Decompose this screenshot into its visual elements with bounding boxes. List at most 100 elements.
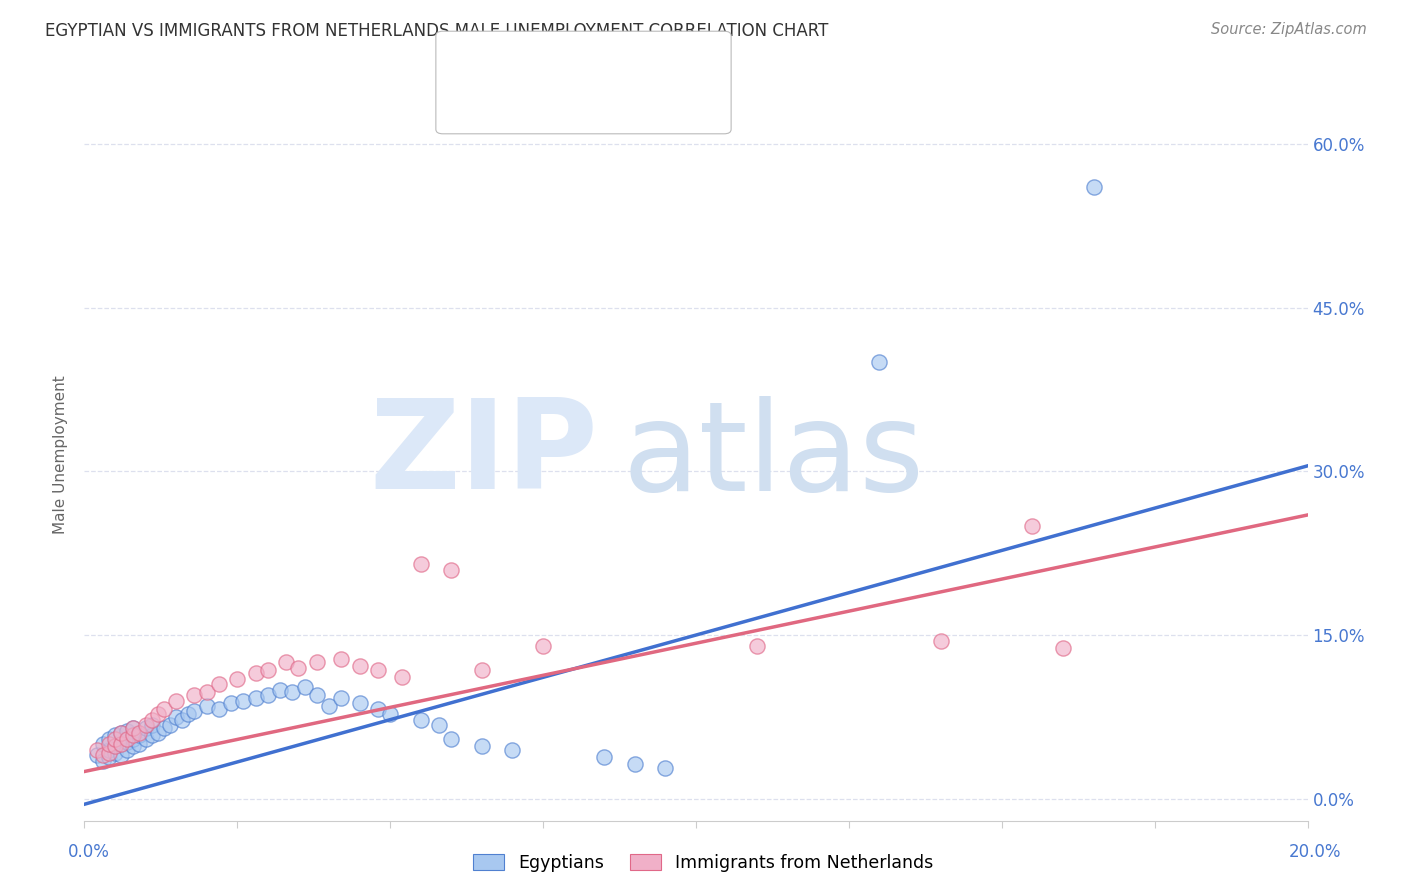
Point — [122, 721, 145, 735]
Point — [440, 563, 463, 577]
Point — [305, 688, 328, 702]
Point — [391, 669, 413, 683]
Point — [195, 685, 218, 699]
Point — [531, 639, 554, 653]
Point — [122, 739, 145, 754]
Point — [349, 696, 371, 710]
Point — [135, 731, 157, 746]
Point — [1083, 180, 1105, 194]
Point — [153, 702, 176, 716]
Point — [869, 355, 891, 369]
Point — [86, 742, 108, 756]
Point — [219, 696, 242, 710]
Point — [195, 698, 218, 713]
Point — [318, 698, 340, 713]
Point — [367, 663, 389, 677]
Point — [115, 731, 138, 746]
Point — [471, 663, 494, 677]
Text: EGYPTIAN VS IMMIGRANTS FROM NETHERLANDS MALE UNEMPLOYMENT CORRELATION CHART: EGYPTIAN VS IMMIGRANTS FROM NETHERLANDS … — [45, 22, 828, 40]
Point — [159, 717, 181, 731]
Point — [330, 691, 353, 706]
Point — [135, 717, 157, 731]
Point — [91, 737, 114, 751]
Point — [380, 706, 402, 721]
Point — [122, 731, 145, 746]
Point — [349, 658, 371, 673]
Point — [226, 672, 249, 686]
Point — [110, 726, 132, 740]
Point — [135, 721, 157, 735]
Point — [115, 735, 138, 749]
Point — [97, 746, 120, 760]
Point — [110, 737, 132, 751]
Point — [128, 729, 150, 743]
Text: 20.0%: 20.0% — [1288, 843, 1341, 861]
Point — [97, 731, 120, 746]
Point — [245, 691, 267, 706]
Point — [294, 681, 316, 695]
Point — [122, 721, 145, 735]
Point — [146, 726, 169, 740]
Point — [141, 729, 163, 743]
Point — [276, 656, 298, 670]
Point — [110, 737, 132, 751]
Point — [409, 557, 432, 571]
Text: R = 0.610   N = 38: R = 0.610 N = 38 — [482, 91, 647, 109]
Point — [128, 737, 150, 751]
Point — [257, 688, 280, 702]
Point — [593, 750, 616, 764]
Point — [104, 746, 127, 760]
Point — [165, 710, 187, 724]
Point — [183, 688, 205, 702]
Point — [287, 661, 309, 675]
Point — [624, 756, 647, 771]
Point — [91, 754, 114, 768]
Point — [128, 726, 150, 740]
Point — [104, 729, 127, 743]
Point — [305, 656, 328, 670]
Point — [141, 713, 163, 727]
Point — [97, 737, 120, 751]
Point — [165, 693, 187, 707]
Point — [104, 739, 127, 754]
Text: atlas: atlas — [623, 396, 925, 516]
Point — [97, 750, 120, 764]
Point — [440, 731, 463, 746]
Point — [502, 742, 524, 756]
Point — [104, 731, 127, 746]
Legend: Egyptians, Immigrants from Netherlands: Egyptians, Immigrants from Netherlands — [465, 847, 941, 879]
Point — [115, 742, 138, 756]
Point — [367, 702, 389, 716]
Point — [153, 721, 176, 735]
Point — [97, 742, 120, 756]
Point — [427, 717, 450, 731]
Point — [110, 748, 132, 763]
Point — [257, 663, 280, 677]
Point — [177, 706, 200, 721]
Text: 0.0%: 0.0% — [67, 843, 110, 861]
Point — [232, 693, 254, 707]
Point — [172, 713, 194, 727]
Point — [91, 748, 114, 763]
Point — [929, 633, 952, 648]
Point — [110, 726, 132, 740]
Point — [1052, 641, 1074, 656]
Point — [471, 739, 494, 754]
Point — [104, 739, 127, 754]
Point — [654, 761, 676, 775]
Point — [141, 717, 163, 731]
Point — [146, 706, 169, 721]
Point — [747, 639, 769, 653]
Y-axis label: Male Unemployment: Male Unemployment — [53, 376, 69, 534]
Text: R = 0.663   N = 56: R = 0.663 N = 56 — [482, 51, 647, 69]
Point — [1021, 519, 1043, 533]
Point — [409, 713, 432, 727]
Point — [122, 729, 145, 743]
Point — [281, 685, 304, 699]
Point — [183, 705, 205, 719]
Point — [245, 666, 267, 681]
Point — [208, 702, 231, 716]
Text: Source: ZipAtlas.com: Source: ZipAtlas.com — [1211, 22, 1367, 37]
Point — [115, 724, 138, 739]
Point — [208, 677, 231, 691]
